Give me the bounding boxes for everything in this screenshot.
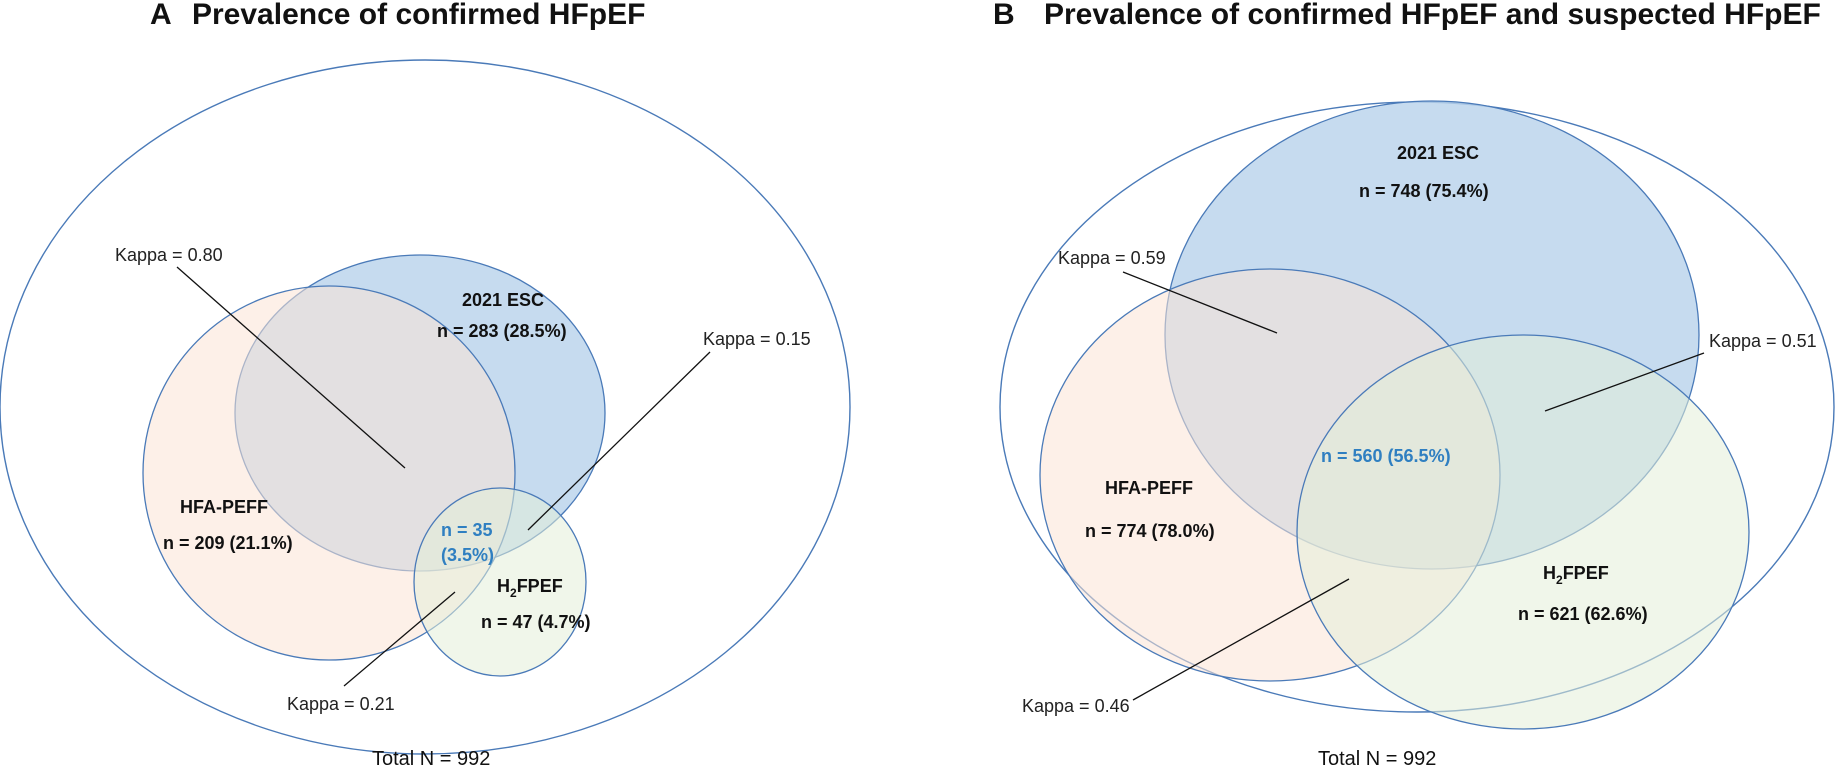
panel-a-h2f-name: H2FPEF: [497, 576, 563, 600]
panel-b-kappa-hfa-h2f-pointer: [1132, 578, 1350, 701]
panel-b-hfa-count: n = 774 (78.0%): [1085, 521, 1215, 541]
panel-b-hfa-name: HFA-PEFF: [1105, 478, 1193, 498]
panel-a-kappa-hfa-h2f-pointer: [343, 591, 456, 687]
panel-a-intersection-count: n = 35: [441, 520, 493, 540]
panel-b-letter: B: [993, 0, 1015, 31]
panel-b-kappa-esc-h2f-pointer: [1544, 352, 1705, 412]
panel-b: B Prevalence of confirmed HFpEF and susp…: [993, 0, 1835, 769]
panel-a-total-population-ellipse: [0, 59, 851, 755]
panel-a: A Prevalence of confirmed HFpEF Kappa = …: [0, 0, 851, 769]
panel-b-h2f-count: n = 621 (62.6%): [1518, 604, 1648, 624]
panel-a-kappa-hfa-h2f: Kappa = 0.21: [287, 694, 395, 714]
panel-a-letter: A: [150, 0, 172, 31]
panel-a-hfa-count: n = 209 (21.1%): [163, 533, 293, 553]
panel-b-kappa-esc-h2f: Kappa = 0.51: [1709, 331, 1817, 351]
panel-a-kappa-esc-h2f-pointer: [527, 351, 711, 531]
panel-b-esc-count: n = 748 (75.4%): [1359, 181, 1489, 201]
panel-b-esc-name: 2021 ESC: [1397, 143, 1479, 163]
panel-a-intersection-percent: (3.5%): [441, 545, 494, 565]
panel-a-total: Total N = 992: [372, 748, 490, 769]
panel-a-kappa-esc-h2f: Kappa = 0.15: [703, 329, 811, 349]
panel-a-h2f-circle: [413, 487, 587, 677]
panel-b-kappa-hfa-h2f: Kappa = 0.46: [1022, 696, 1130, 716]
panel-a-esc-name: 2021 ESC: [462, 290, 544, 310]
panel-a-kappa-esc-hfa: Kappa = 0.80: [115, 245, 223, 265]
panel-b-h2f-name: H2FPEF: [1543, 563, 1609, 587]
panel-b-intersection-count: n = 560 (56.5%): [1321, 446, 1451, 466]
panel-b-h2f-circle: [1296, 334, 1750, 730]
panel-a-hfa-name: HFA-PEFF: [180, 497, 268, 517]
panel-b-kappa-esc-hfa-pointer: [1122, 271, 1278, 334]
panel-b-kappa-esc-hfa: Kappa = 0.59: [1058, 248, 1166, 268]
panel-b-title: Prevalence of confirmed HFpEF and suspec…: [1044, 0, 1821, 31]
panel-a-esc-count: n = 283 (28.5%): [437, 321, 567, 341]
panel-a-title: Prevalence of confirmed HFpEF: [192, 0, 645, 31]
panel-a-kappa-esc-hfa-pointer: [176, 266, 406, 469]
panel-a-h2f-count: n = 47 (4.7%): [481, 612, 591, 632]
panel-b-total: Total N = 992: [1318, 748, 1436, 769]
